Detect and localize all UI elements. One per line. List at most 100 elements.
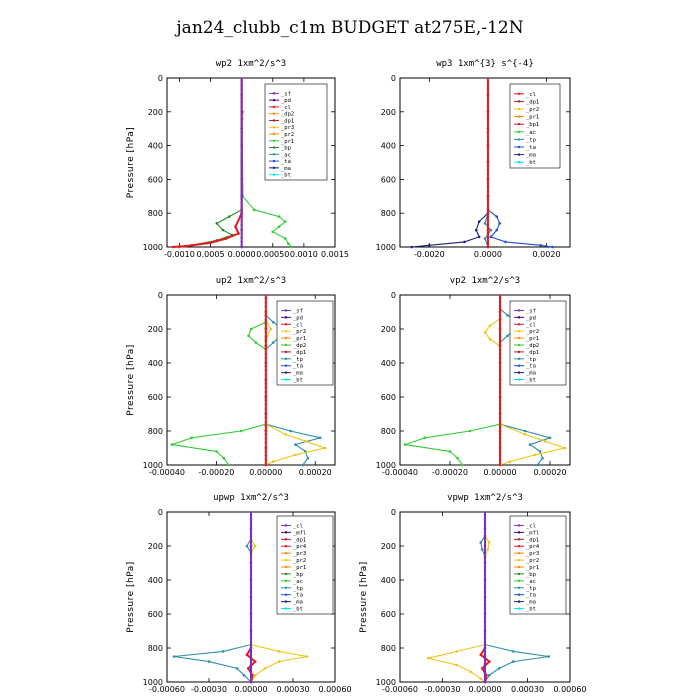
legend-marker (517, 336, 521, 340)
y-tick-label: 600 (148, 175, 163, 184)
legend-marker (517, 138, 521, 141)
zero-marker (240, 219, 243, 223)
legend-marker (517, 316, 521, 319)
zero-marker (249, 658, 253, 662)
series-line (179, 78, 243, 248)
zero-marker (483, 679, 487, 683)
y-tick-label: 800 (381, 209, 396, 218)
data-point (253, 660, 257, 663)
zero-marker (483, 522, 487, 526)
x-tick-label: -0.00060 (382, 685, 418, 694)
y-tick-label: 400 (148, 142, 163, 151)
zero-marker (498, 454, 502, 457)
zero-marker (498, 343, 502, 347)
zero-marker (240, 215, 243, 218)
data-point (403, 443, 407, 446)
zero-marker (240, 194, 243, 197)
legend-marker (284, 558, 288, 562)
data-point (170, 443, 174, 446)
legend-label: _ta (293, 593, 303, 599)
page-title: jan24_clubb_c1m BUDGET at275E,-12N (176, 18, 524, 38)
zero-marker (264, 390, 268, 394)
data-point (277, 650, 281, 653)
legend-marker (284, 343, 288, 347)
zero-marker (483, 611, 487, 615)
data-point (271, 230, 275, 234)
zero-marker (249, 522, 253, 526)
zero-marker (249, 531, 253, 534)
zero-marker (264, 403, 268, 406)
zero-marker (249, 624, 253, 628)
zero-marker (264, 441, 268, 445)
data-point (486, 548, 490, 551)
legend-label: _ac (526, 130, 536, 136)
zero-marker (498, 360, 502, 364)
data-point (252, 208, 256, 212)
data-point (463, 240, 466, 244)
zero-marker (483, 641, 487, 645)
zero-marker (240, 139, 243, 142)
x-tick-label: -0.00030 (425, 685, 461, 694)
legend-label: _bp (281, 146, 291, 152)
data-point (512, 650, 515, 653)
zero-marker (249, 654, 253, 657)
panel-up2: up2 1xm^2/s^3 Pressure [hPa] 0 200 400 600 800… (126, 276, 336, 477)
legend-label: _pd (281, 98, 291, 104)
data-point (455, 663, 458, 667)
zero-marker (240, 164, 243, 168)
legend-label: _ma (526, 371, 536, 377)
legend-marker (284, 329, 288, 333)
x-tick-label: 0.00000 (483, 468, 516, 477)
x-tick-label: 0.00020 (299, 468, 332, 477)
data-point (508, 460, 512, 463)
legend-marker (272, 139, 276, 142)
x-tick-label: -0.00020 (198, 468, 234, 477)
data-point (489, 235, 493, 239)
legend-label: _cl (281, 105, 291, 111)
x-tick-label: -0.0020 (414, 250, 445, 259)
panel-wp3: wp3 1xm^{3} s^{-4} 0 200 400 600 800 1000 -0.00… (376, 59, 571, 259)
zero-marker (486, 232, 490, 235)
data-point (237, 232, 240, 235)
zero-marker (249, 577, 253, 581)
zero-marker (483, 531, 487, 534)
legend-label: _pr2 (293, 558, 306, 564)
zero-marker (249, 573, 253, 577)
legend-box (276, 300, 334, 386)
zero-marker (264, 348, 268, 351)
zero-marker (483, 624, 487, 628)
zero-marker (264, 407, 268, 411)
legend-label: _pr1 (293, 336, 306, 342)
zero-marker (264, 365, 268, 368)
legend-label: _dp1 (526, 537, 539, 543)
legend-marker (284, 538, 288, 541)
data-point (301, 463, 305, 467)
panel-vpwp: vpwp 1xm^2/s^3 Pressure [hPa] 0 200 400 600 80… (359, 493, 587, 694)
zero-marker (249, 611, 253, 615)
data-point (497, 667, 501, 670)
zero-marker (240, 206, 243, 210)
data-point (539, 244, 542, 247)
legend-marker (272, 119, 276, 122)
data-point (495, 215, 499, 218)
zero-marker (498, 420, 502, 423)
zero-marker (486, 109, 490, 113)
data-point (456, 456, 459, 460)
zero-marker (483, 620, 487, 623)
data-point (287, 242, 290, 245)
y-tick-label: 600 (148, 610, 163, 619)
legend-marker (272, 105, 276, 109)
data-point (245, 544, 249, 548)
legend-label: _ac (526, 579, 536, 585)
zero-marker (498, 373, 502, 377)
zero-marker (486, 101, 490, 104)
panel-wp2: wp2 1xm^2/s^3 Pressure [hPa] 0 200 400 600 800… (126, 59, 349, 259)
zero-marker (264, 331, 268, 334)
legend-marker (284, 364, 288, 367)
zero-marker (249, 560, 253, 564)
legend-marker (284, 545, 288, 548)
y-tick-label: 1000 (143, 678, 163, 687)
zero-marker (240, 113, 243, 117)
legend-marker (517, 558, 521, 562)
zero-marker (264, 458, 268, 462)
